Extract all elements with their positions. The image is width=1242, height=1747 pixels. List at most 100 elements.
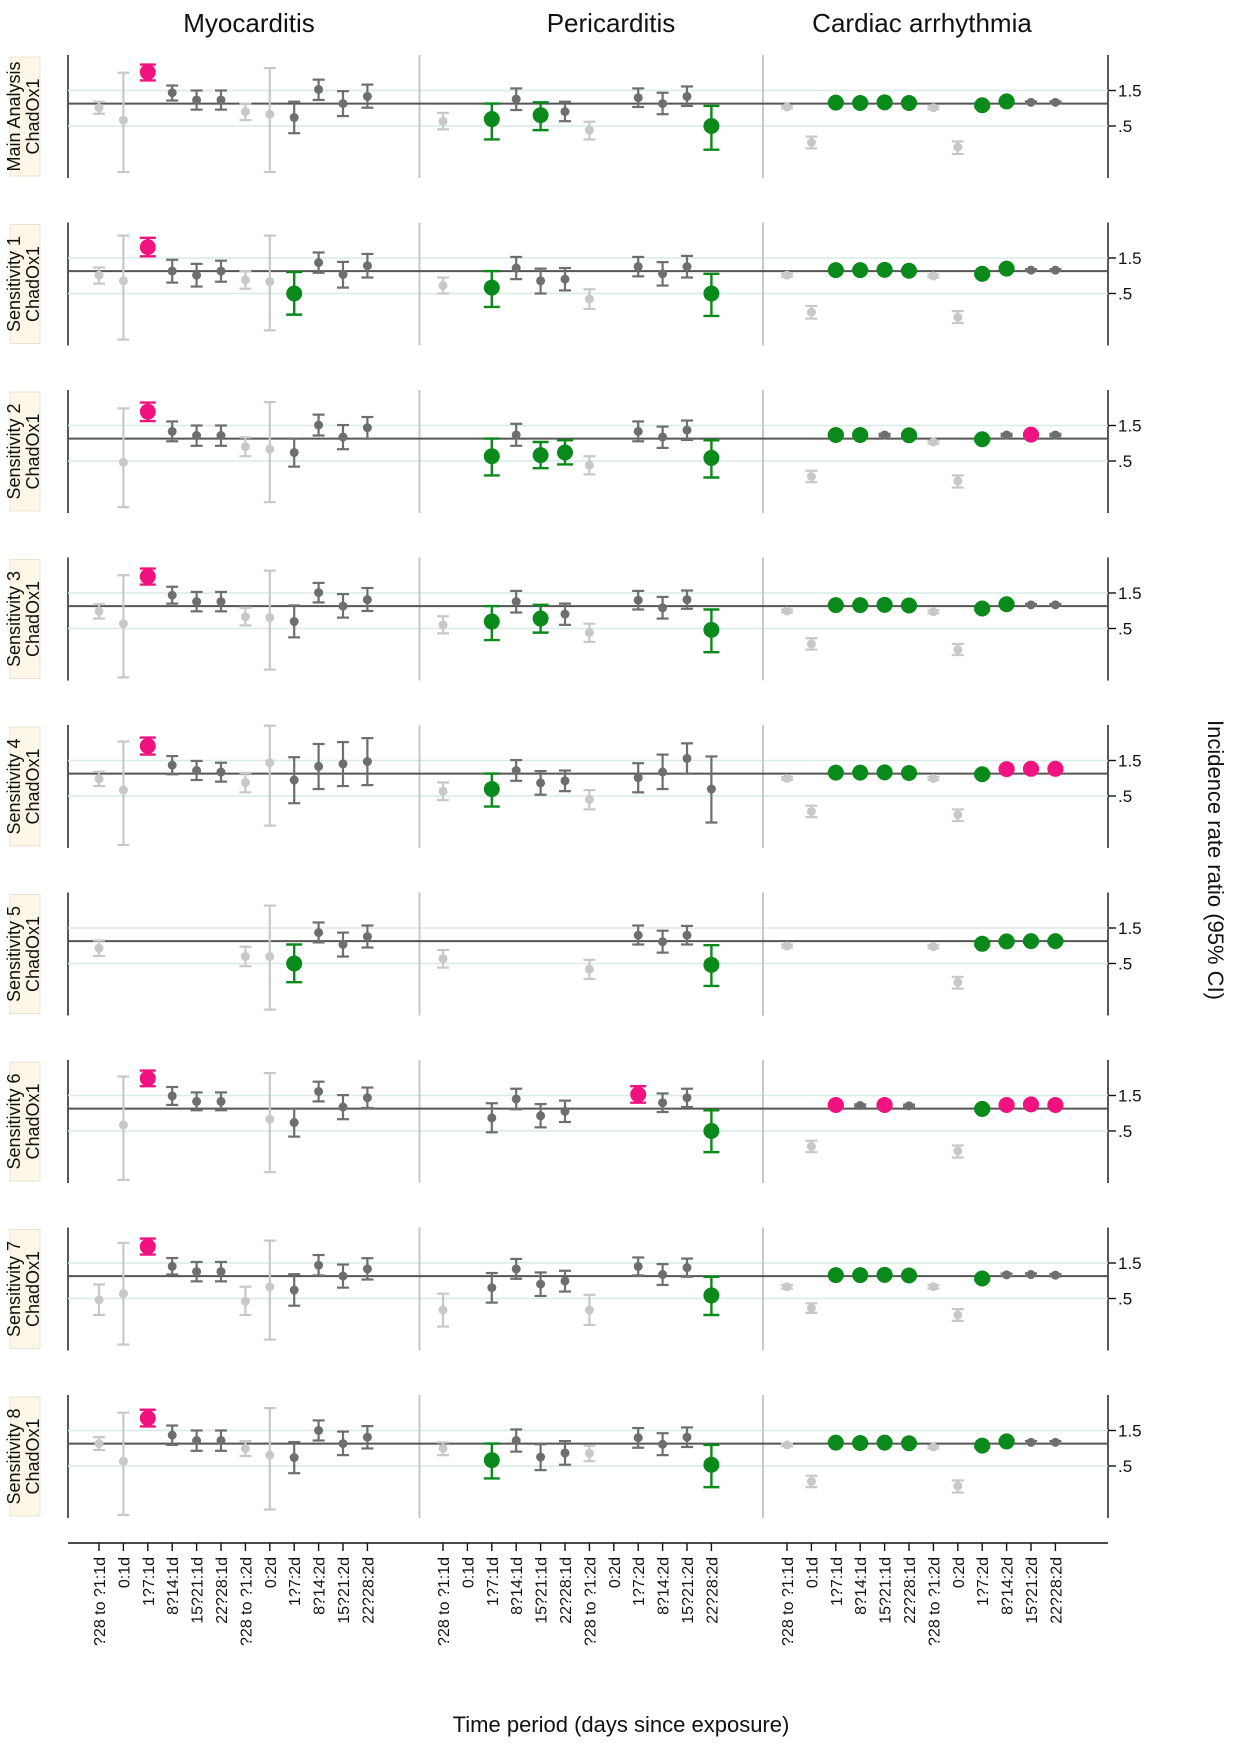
estimate-point-grey — [559, 769, 571, 793]
x-axis: ?28 to ?1:1d 0:1d 1?7:1d 8?14:1d 15?21:1d 22?… — [68, 1542, 1108, 1646]
x-tick-label: 22?28:1d — [558, 1557, 575, 1624]
point-estimate — [1026, 97, 1036, 107]
point-estimate — [852, 426, 869, 443]
point-estimate — [703, 1122, 720, 1139]
estimate-point-green — [998, 1433, 1015, 1450]
estimate-point-grey — [312, 1253, 325, 1277]
point-estimate — [167, 590, 177, 600]
estimate-point-grey — [1025, 97, 1037, 107]
point-estimate — [998, 1096, 1015, 1113]
estimate-point-grey — [361, 415, 374, 440]
estimate-point-light — [263, 904, 276, 1011]
point-estimate — [289, 1453, 299, 1463]
estimate-point-light — [117, 1075, 130, 1182]
point-estimate — [901, 1435, 917, 1452]
row-label-line1: Sensitivity 3 — [4, 571, 24, 667]
point-estimate — [338, 432, 348, 442]
y-tick-label: 1.5 — [1118, 751, 1142, 770]
point-estimate — [1050, 97, 1060, 107]
estimate-point-grey — [1000, 1270, 1013, 1280]
point-estimate — [265, 613, 275, 623]
y-tick-label: .5 — [1118, 1457, 1132, 1476]
row-label-line2: ChadOx1 — [23, 1251, 43, 1327]
panel-title: Cardiac arrhythmia — [812, 8, 1032, 38]
x-tick-label: 1?7:2d — [975, 1557, 992, 1606]
point-estimate — [876, 261, 893, 278]
estimate-point-pink — [1047, 760, 1064, 777]
point-estimate — [438, 620, 448, 630]
plot-row: Sensitivity 5 ChadOx1 1.5 .5 — [4, 892, 1142, 1016]
estimate-point-green — [483, 1442, 500, 1480]
row-label-line1: Sensitivity 7 — [4, 1241, 24, 1337]
estimate-point-grey — [190, 1429, 203, 1452]
plot-row: Sensitivity 3 ChadOx1 1.5 .5 — [4, 557, 1142, 681]
point-estimate — [1047, 760, 1064, 777]
estimate-point-grey — [361, 924, 374, 949]
row-label-box — [9, 391, 41, 512]
estimate-point-green — [901, 262, 917, 279]
estimate-point-light — [927, 271, 940, 281]
estimate-point-grey — [166, 585, 179, 605]
estimate-point-grey — [288, 100, 301, 135]
point-estimate — [806, 1303, 816, 1313]
point-estimate — [827, 262, 844, 279]
estimate-point-grey — [681, 589, 693, 610]
estimate-point-green — [852, 426, 869, 443]
point-estimate — [1047, 933, 1064, 950]
estimate-point-green — [998, 596, 1015, 613]
point-estimate — [928, 103, 938, 113]
point-estimate — [974, 265, 991, 282]
row-label-line2: ChadOx1 — [23, 916, 43, 992]
y-tick-label: .5 — [1118, 284, 1132, 303]
point-estimate — [438, 116, 448, 126]
point-estimate — [511, 263, 521, 273]
point-estimate — [139, 1070, 156, 1087]
panel-title: Pericarditis — [547, 8, 676, 38]
point-estimate — [703, 1287, 720, 1304]
point-estimate — [584, 125, 594, 135]
row-label-line1: Sensitivity 5 — [4, 906, 24, 1002]
y-tick-label: 1.5 — [1118, 1086, 1142, 1105]
estimate-point-light — [805, 469, 818, 484]
point-estimate — [974, 766, 991, 783]
estimate-point-grey — [1049, 600, 1062, 610]
point-estimate — [560, 776, 570, 786]
point-estimate — [192, 1267, 202, 1277]
estimate-point-grey — [656, 929, 669, 954]
estimate-point-grey — [1025, 1437, 1037, 1447]
x-tick-label: 15?21:1d — [190, 1557, 207, 1624]
x-tick-label: 8?14:2d — [1000, 1557, 1017, 1615]
point-estimate — [953, 1146, 963, 1156]
estimate-point-grey — [681, 85, 693, 108]
estimate-point-grey — [559, 100, 571, 123]
estimate-point-grey — [632, 420, 645, 443]
point-estimate — [192, 95, 202, 105]
point-estimate — [532, 447, 549, 464]
x-tick-label: ?28 to ?1:2d — [238, 1557, 255, 1646]
estimate-point-pink — [998, 761, 1015, 778]
point-estimate — [265, 1114, 275, 1124]
estimate-point-grey — [510, 422, 523, 447]
point-estimate — [192, 431, 202, 441]
point-estimate — [953, 645, 963, 655]
estimate-point-grey — [559, 266, 571, 292]
point-estimate — [314, 84, 324, 94]
point-estimate — [139, 1410, 156, 1427]
estimate-point-light — [437, 111, 449, 131]
estimate-point-light — [951, 1144, 964, 1159]
point-estimate — [438, 786, 448, 796]
estimate-point-green — [852, 1434, 869, 1451]
point-estimate — [314, 928, 324, 938]
point-estimate — [536, 276, 546, 286]
point-estimate — [265, 758, 275, 768]
point-estimate — [1050, 430, 1060, 440]
estimate-point-pink — [998, 1096, 1015, 1113]
estimate-point-green — [557, 439, 573, 466]
estimate-point-grey — [215, 590, 227, 613]
estimate-point-light — [239, 269, 252, 290]
estimate-point-grey — [337, 931, 349, 958]
point-estimate — [1050, 1270, 1060, 1280]
point-estimate — [240, 107, 250, 117]
estimate-point-grey — [559, 1269, 571, 1293]
point-estimate — [118, 276, 128, 286]
